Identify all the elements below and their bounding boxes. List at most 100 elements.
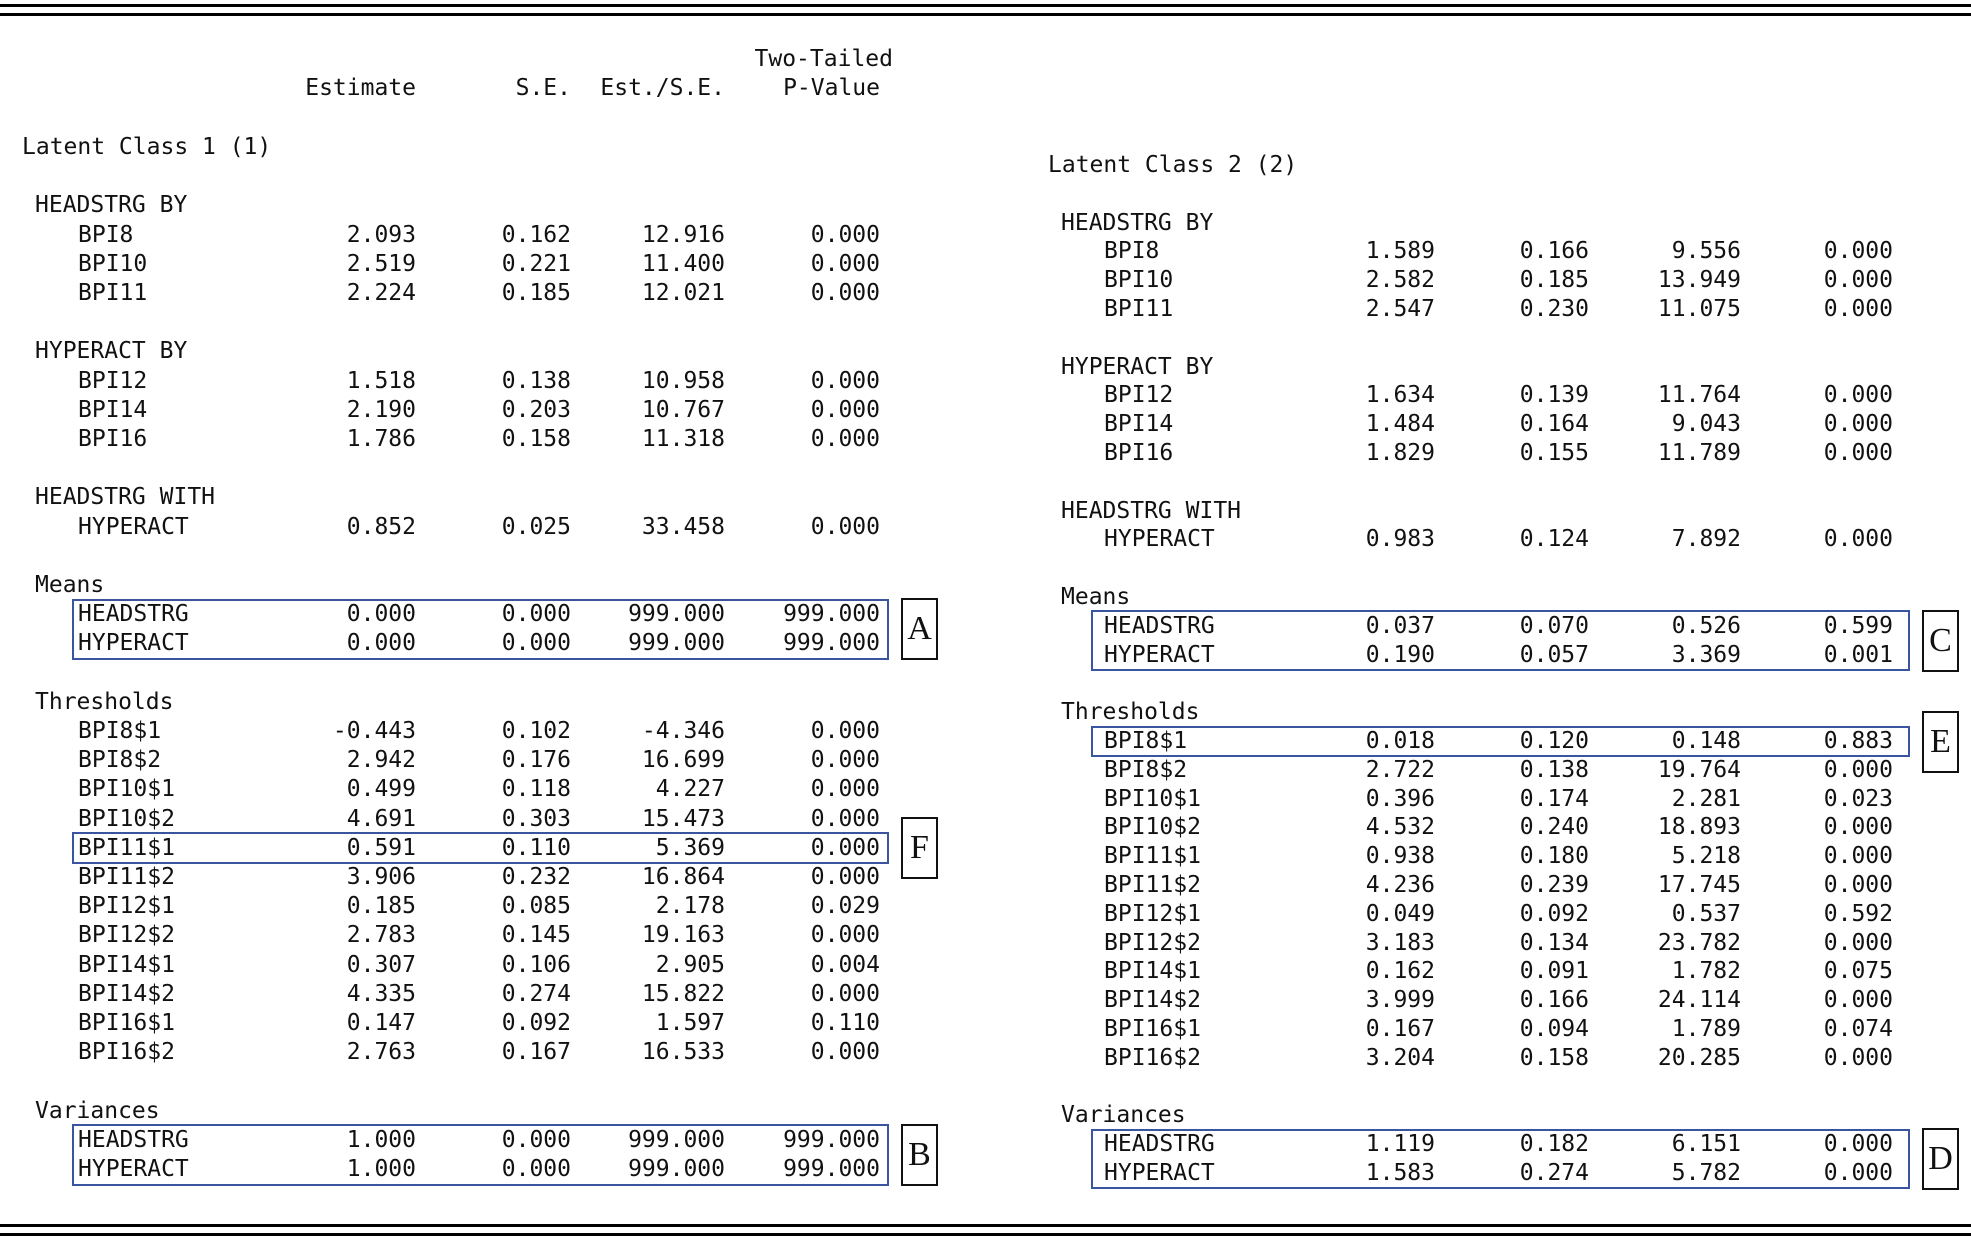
est-se-value: 9.556 (1671, 238, 1741, 265)
estimate-value: 0.162 (1365, 958, 1435, 985)
se-value: 0.057 (1519, 641, 1589, 668)
estimate-value: 2.722 (1365, 756, 1435, 783)
se-value: 0.167 (501, 1039, 571, 1066)
section-heading: HYPERACT BY (1061, 353, 1214, 380)
p-value: 0.075 (1823, 958, 1893, 985)
p-value: 0.000 (1823, 238, 1893, 265)
est-se-value: 999.000 (628, 1156, 725, 1182)
section-heading: Thresholds (1061, 699, 1200, 726)
p-value: 0.074 (1823, 1016, 1893, 1042)
parameter-label: BPI12$2 (1104, 929, 1201, 956)
highlight-box-b (72, 1124, 889, 1186)
estimate-value: 0.190 (1365, 641, 1435, 668)
p-value: 0.000 (810, 513, 880, 540)
p-value: 999.000 (783, 1156, 880, 1182)
parameter-label: BPI16 (1104, 440, 1174, 466)
est-se-value: 999.000 (628, 1126, 725, 1153)
latent-class-title: Latent Class 2 (2) (1048, 152, 1298, 178)
estimate-value: 2.093 (346, 221, 416, 248)
p-value: 0.000 (1823, 411, 1893, 438)
est-se-value: 6.151 (1671, 1131, 1741, 1158)
est-se-value: 1.782 (1671, 958, 1741, 985)
est-se-value: 16.864 (641, 864, 725, 890)
se-value: 0.182 (1519, 1131, 1589, 1158)
est-se-value: 5.369 (655, 834, 725, 861)
est-se-value: 16.533 (641, 1039, 725, 1066)
p-value: 0.000 (810, 250, 880, 277)
est-se-value: 0.526 (1671, 612, 1741, 639)
est-se-value: 13.949 (1657, 267, 1741, 294)
p-value: 0.000 (1823, 843, 1893, 870)
est-se-value: -4.346 (641, 718, 725, 744)
box-label-c: C (1922, 609, 1959, 672)
column-header-est-se: Est./S.E. (600, 75, 725, 101)
se-value: 0.138 (501, 367, 571, 394)
parameter-label: HEADSTRG (1104, 1131, 1215, 1158)
p-value: 0.000 (1823, 440, 1893, 466)
estimate-value: 2.519 (346, 250, 416, 277)
est-se-value: 2.281 (1671, 785, 1741, 812)
est-se-value: 999.000 (628, 630, 725, 657)
se-value: 0.124 (1519, 526, 1589, 553)
parameter-label: BPI11 (78, 280, 148, 306)
se-value: 0.134 (1519, 929, 1589, 956)
p-value: 0.000 (810, 367, 880, 394)
highlight-box-e (1091, 725, 1910, 758)
p-value: 0.000 (810, 980, 880, 1007)
top-rule-inner (0, 13, 1971, 16)
se-value: 0.232 (501, 864, 571, 890)
section-heading: Means (35, 572, 105, 598)
se-value: 0.239 (1519, 872, 1589, 898)
se-value: 0.274 (1519, 1160, 1589, 1186)
p-value: 0.000 (1823, 756, 1893, 783)
parameter-label: BPI11 (1104, 296, 1174, 322)
se-value: 0.110 (501, 834, 571, 861)
estimate-value: 0.307 (346, 951, 416, 978)
p-value: 0.000 (1823, 1131, 1893, 1158)
est-se-value: 12.021 (641, 280, 725, 306)
se-value: 0.158 (1519, 1044, 1589, 1071)
se-value: 0.106 (501, 951, 571, 978)
p-value: 0.000 (810, 747, 880, 774)
parameter-label: BPI11$1 (1104, 843, 1201, 870)
p-value: 0.000 (810, 396, 880, 423)
se-value: 0.145 (501, 922, 571, 949)
p-value: 0.000 (810, 805, 880, 832)
se-value: 0.000 (501, 630, 571, 657)
se-value: 0.094 (1519, 1016, 1589, 1042)
se-value: 0.092 (1519, 900, 1589, 927)
se-value: 0.166 (1519, 987, 1589, 1014)
parameter-label: BPI14 (78, 396, 148, 423)
parameter-label: HYPERACT (1104, 1160, 1215, 1186)
est-se-value: 3.369 (1671, 641, 1741, 668)
p-value: 0.004 (810, 951, 880, 978)
est-se-value: 33.458 (641, 513, 725, 540)
parameter-label: BPI8 (1104, 238, 1160, 265)
estimate-value: 2.547 (1365, 296, 1435, 322)
se-value: 0.000 (501, 601, 571, 628)
p-value: 999.000 (783, 601, 880, 628)
estimate-value: -0.443 (332, 718, 416, 744)
estimate-value: 3.906 (346, 864, 416, 890)
section-heading: HEADSTRG BY (35, 192, 188, 219)
se-value: 0.203 (501, 396, 571, 423)
p-value: 0.023 (1823, 785, 1893, 812)
parameter-label: BPI12 (78, 367, 148, 394)
parameter-label: BPI8$2 (78, 747, 162, 774)
parameter-label: BPI16$2 (78, 1039, 175, 1066)
parameter-label: BPI11$2 (78, 864, 175, 890)
estimate-value: 1.583 (1365, 1160, 1435, 1186)
estimate-value: 0.499 (346, 776, 416, 803)
se-value: 0.000 (501, 1126, 571, 1153)
column-header-p-value: P-Value (783, 75, 880, 101)
column-header-estimate: Estimate (305, 75, 416, 101)
est-se-value: 999.000 (628, 601, 725, 628)
se-value: 0.000 (501, 1156, 571, 1182)
p-value: 0.000 (1823, 296, 1893, 322)
estimate-value: 0.000 (346, 601, 416, 628)
parameter-label: BPI14$2 (1104, 987, 1201, 1014)
se-value: 0.180 (1519, 843, 1589, 870)
se-value: 0.092 (501, 1010, 571, 1036)
p-value: 0.000 (810, 221, 880, 248)
parameter-label: BPI14$1 (1104, 958, 1201, 985)
